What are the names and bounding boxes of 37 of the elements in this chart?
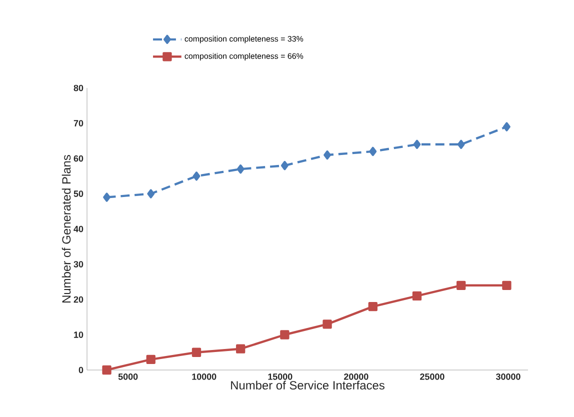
point <box>147 189 155 198</box>
point <box>322 320 332 329</box>
y-tick-label: 40 <box>74 226 84 232</box>
y-tick-label: 70 <box>74 120 84 126</box>
point <box>324 150 331 160</box>
x-axis-title: Number of Service Interfaces <box>231 380 384 390</box>
point <box>280 160 288 170</box>
point <box>503 122 510 132</box>
y-axis-title: Number of Generated Plans <box>62 155 71 302</box>
point <box>102 365 112 375</box>
point <box>280 330 290 340</box>
y-tick-label: 80 <box>74 84 84 92</box>
y-tick-label: 30 <box>74 261 84 268</box>
point <box>236 164 244 174</box>
point <box>412 291 422 301</box>
y-tick-label: 50 <box>74 190 84 197</box>
point <box>236 344 246 354</box>
point <box>502 280 512 290</box>
x-tick-label: 30000 <box>496 374 520 380</box>
point <box>368 302 378 312</box>
point <box>103 192 110 202</box>
x-tick-label: 15000 <box>268 374 292 380</box>
point <box>456 280 466 290</box>
x-tick-label: 20000 <box>344 374 368 380</box>
point <box>457 140 465 149</box>
point <box>192 172 200 181</box>
y-tick-label: 20 <box>74 296 84 303</box>
y-tick-label: 60 <box>74 155 84 162</box>
x-tick-label: 5000 <box>118 374 138 380</box>
point <box>413 140 421 149</box>
x-tick-label: 25000 <box>420 374 444 380</box>
point <box>146 354 156 364</box>
x-tick-label: 10000 <box>192 374 216 380</box>
point <box>369 146 377 156</box>
y-tick-label: 0 <box>78 366 84 374</box>
point <box>192 348 202 357</box>
y-tick-label: 10 <box>74 332 84 338</box>
